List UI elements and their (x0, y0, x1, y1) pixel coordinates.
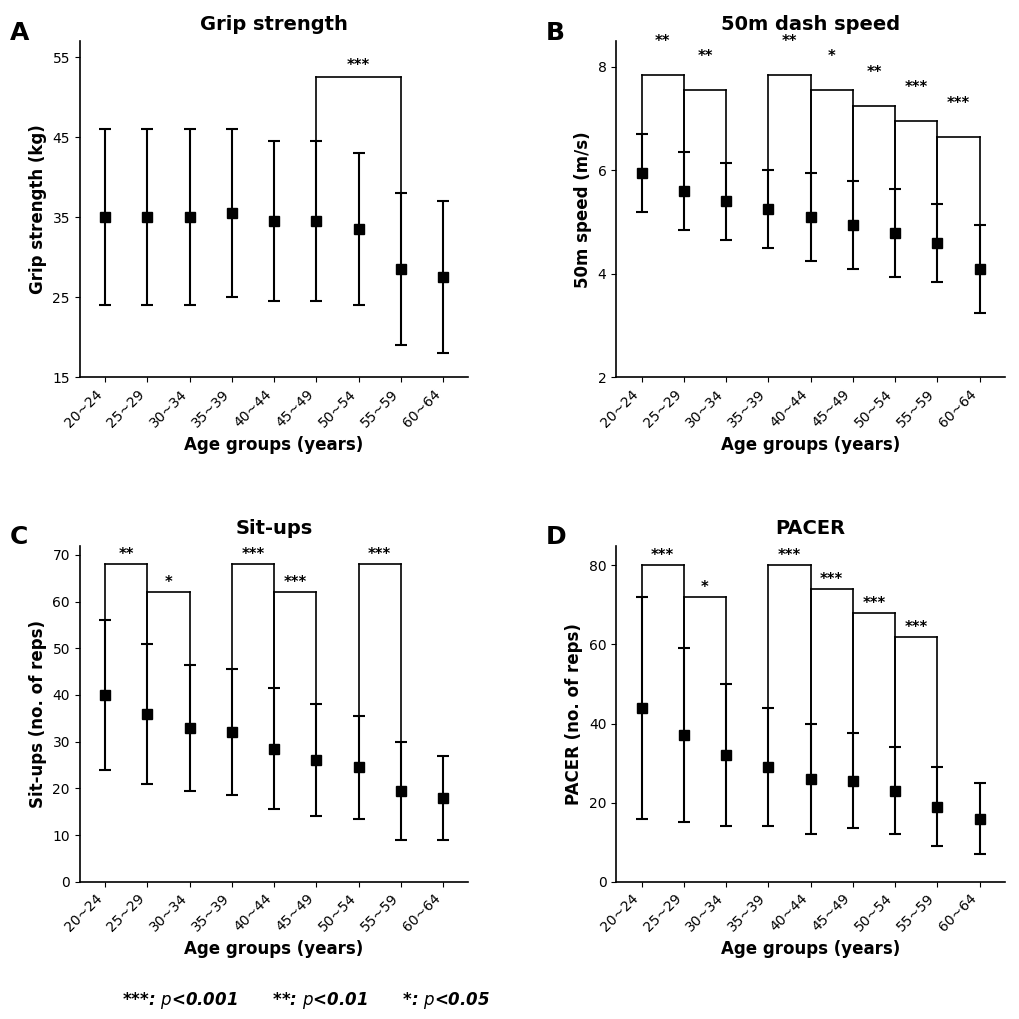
Text: ***: *** (819, 572, 843, 587)
Text: *: * (700, 580, 708, 595)
Y-axis label: PACER (no. of reps): PACER (no. of reps) (565, 623, 583, 805)
Text: ***: *** (283, 575, 307, 590)
Text: ***: *** (346, 58, 370, 73)
Text: D: D (546, 526, 567, 549)
Text: ***: *** (242, 547, 264, 561)
Text: A: A (10, 21, 29, 45)
Text: **: ** (118, 547, 133, 561)
Text: C: C (10, 526, 29, 549)
Text: ***: *** (904, 81, 927, 96)
Text: ***: *** (368, 547, 391, 561)
X-axis label: Age groups (years): Age groups (years) (184, 941, 364, 958)
Text: **: ** (654, 34, 669, 49)
Text: **: ** (781, 34, 797, 49)
Text: *: * (164, 575, 172, 590)
Text: ***: $\it{p}$<0.001      **: $\it{p}$<0.01      *: $\it{p}$<0.05: ***: $\it{p}$<0.001 **: $\it{p}$<0.01 *:… (122, 989, 489, 1011)
Text: ***: *** (777, 548, 800, 564)
X-axis label: Age groups (years): Age groups (years) (720, 941, 900, 958)
X-axis label: Age groups (years): Age groups (years) (720, 436, 900, 453)
Y-axis label: Grip strength (kg): Grip strength (kg) (29, 124, 47, 294)
Text: ***: *** (650, 548, 674, 564)
Title: PACER: PACER (774, 520, 845, 538)
Title: Sit-ups: Sit-ups (235, 520, 313, 538)
Title: Grip strength: Grip strength (200, 15, 347, 34)
Text: *: * (827, 49, 835, 64)
Text: ***: *** (904, 620, 927, 635)
Title: 50m dash speed: 50m dash speed (720, 15, 900, 34)
Text: B: B (546, 21, 565, 45)
Text: **: ** (865, 65, 880, 79)
Y-axis label: Sit-ups (no. of reps): Sit-ups (no. of reps) (29, 620, 47, 808)
Text: ***: *** (861, 596, 884, 610)
X-axis label: Age groups (years): Age groups (years) (184, 436, 364, 453)
Text: **: ** (697, 49, 712, 64)
Y-axis label: 50m speed (m/s): 50m speed (m/s) (574, 130, 591, 287)
Text: ***: *** (946, 96, 969, 111)
